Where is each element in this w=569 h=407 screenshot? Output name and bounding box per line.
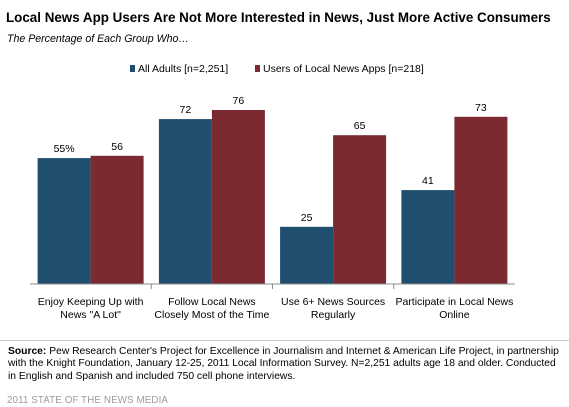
bar-chart: All Adults [n=2,251] Users of Local News … (30, 63, 515, 321)
bar-group (37, 110, 508, 285)
source-text: Pew Research Center's Project for Excell… (8, 346, 559, 382)
category-label: Use 6+ News Sources (281, 296, 385, 308)
value-label: 76 (233, 95, 245, 107)
value-label: 25 (301, 212, 313, 224)
category-label: Closely Most of the Time (154, 309, 269, 321)
category-label: Participate in Local News (395, 296, 513, 308)
value-label: 55% (54, 143, 75, 155)
source-note: Source: Pew Research Center's Project fo… (8, 346, 563, 383)
category-label: Enjoy Keeping Up with (38, 296, 144, 308)
footer-credit: 2011 STATE OF THE NEWS MEDIA (7, 395, 169, 406)
category-label: Online (439, 309, 470, 321)
bar-app-users-0 (90, 155, 144, 284)
bar-all-adults-2 (280, 226, 334, 285)
value-label: 56 (111, 141, 123, 153)
chart-title: Local News App Users Are Not More Intere… (6, 10, 551, 25)
legend-label: Users of Local News Apps [n=218] (263, 63, 424, 75)
category-label: News "A Lot" (60, 309, 121, 321)
value-label: 41 (422, 175, 434, 187)
chart-subtitle: The Percentage of Each Group Who… (7, 33, 189, 45)
x-axis-ticks (150, 284, 395, 289)
bar-all-adults-3 (401, 190, 455, 284)
legend-swatch (130, 65, 135, 72)
value-label: 73 (475, 102, 487, 114)
bar-app-users-1 (211, 110, 265, 284)
source-label: Source: (8, 346, 47, 357)
value-label: 72 (180, 104, 192, 116)
category-label: Regularly (311, 309, 356, 321)
bar-app-users-2 (333, 135, 387, 284)
legend-swatch (255, 65, 260, 72)
bar-all-adults-1 (158, 119, 212, 284)
value-label: 65 (354, 120, 366, 132)
chart-legend: All Adults [n=2,251] Users of Local News … (130, 63, 424, 75)
divider (0, 340, 569, 341)
legend-label: All Adults [n=2,251] (138, 63, 228, 75)
bar-app-users-3 (454, 116, 508, 284)
bar-all-adults-0 (37, 158, 91, 285)
category-label: Follow Local News (168, 296, 256, 308)
value-label-group: 55% 56 72 76 25 65 41 73 (54, 95, 487, 224)
